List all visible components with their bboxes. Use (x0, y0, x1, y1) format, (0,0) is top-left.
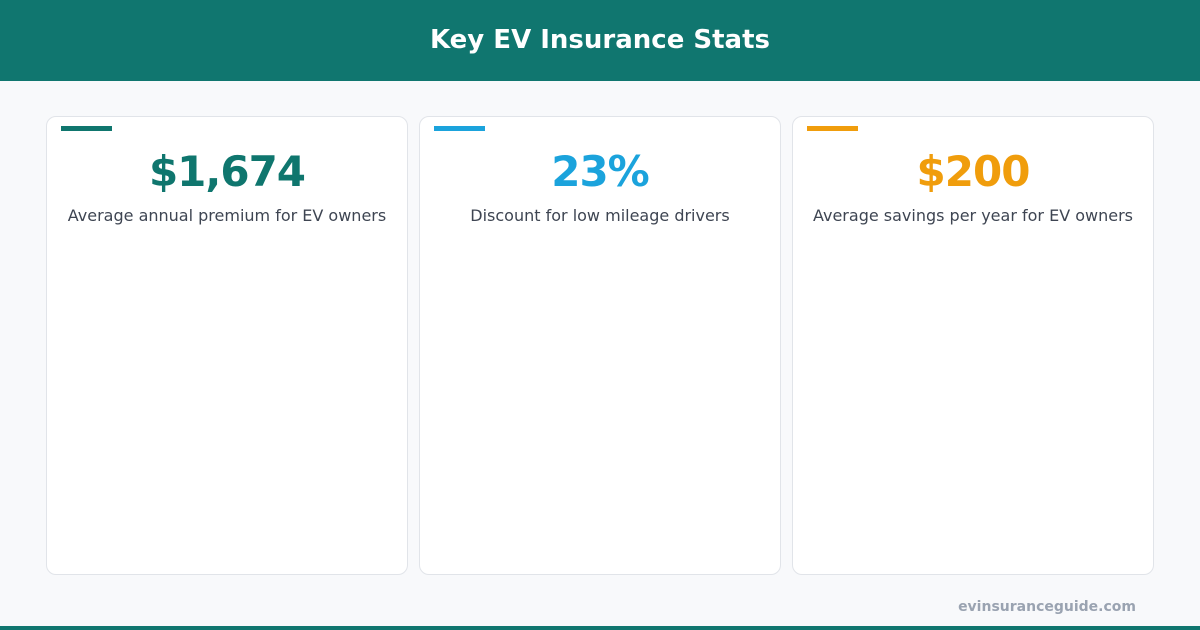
header: Key EV Insurance Stats (0, 0, 1200, 81)
stat-value: 23% (551, 147, 650, 196)
stat-value: $200 (916, 147, 1031, 196)
accent-bar (434, 126, 485, 131)
stat-label: Average savings per year for EV owners (812, 206, 1133, 225)
stat-card: $1,674 Average annual premium for EV owne… (46, 116, 408, 575)
accent-bar (61, 126, 112, 131)
bottom-strip (0, 626, 1200, 630)
stat-label: Discount for low mileage drivers (470, 206, 730, 225)
site-url: evinsuranceguide.com (958, 599, 1136, 615)
stat-label: Average annual premium for EV owners (67, 206, 387, 225)
accent-bar (807, 126, 858, 131)
stat-card: 23% Discount for low mileage drivers (419, 116, 781, 575)
stat-card: $200 Average savings per year for EV owne… (792, 116, 1154, 575)
stat-value: $1,674 (148, 147, 306, 196)
